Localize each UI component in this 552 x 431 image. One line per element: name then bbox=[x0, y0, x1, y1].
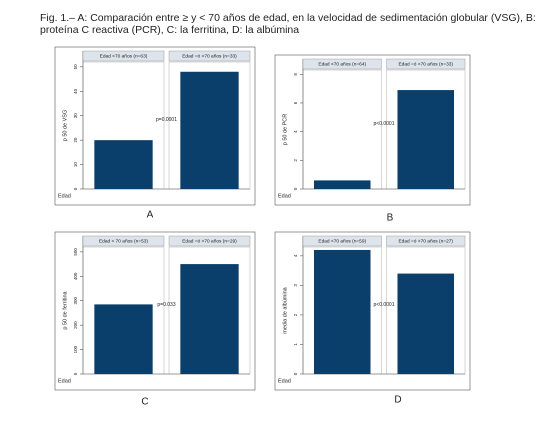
y-axis-title: p 50 de ferritina bbox=[62, 290, 68, 329]
y-axis-title: media de albúmina bbox=[282, 286, 288, 333]
y-tick-label: 0 bbox=[73, 372, 78, 375]
facet-header bbox=[168, 50, 251, 62]
y-tick-label: 50 bbox=[73, 64, 78, 70]
y-tick-label: 1 bbox=[293, 343, 298, 346]
panel-label: A bbox=[147, 210, 154, 221]
y-tick-label: 500 bbox=[73, 248, 78, 256]
y-tick-label: 8 bbox=[293, 73, 298, 76]
facet-header bbox=[386, 58, 466, 70]
y-tick-label: 4 bbox=[293, 130, 298, 133]
facet-label: Edad <70 años (n=64) bbox=[318, 61, 366, 67]
panel-label: B bbox=[387, 213, 394, 224]
y-tick-label: 4 bbox=[293, 254, 298, 257]
facet-header bbox=[168, 235, 251, 247]
facet-label: Edad =ó >70 años (n=33) bbox=[182, 53, 237, 59]
bar bbox=[94, 140, 153, 189]
y-tick-label: 3 bbox=[293, 284, 298, 287]
y-tick-label: 6 bbox=[293, 101, 298, 104]
y-tick-label: 200 bbox=[73, 321, 78, 329]
bar bbox=[180, 71, 239, 189]
y-tick-label: 2 bbox=[293, 159, 298, 162]
annotation: p<0.0001 bbox=[374, 121, 395, 127]
y-tick-label: 300 bbox=[73, 296, 78, 304]
y-tick-label: 2 bbox=[293, 313, 298, 316]
panel-label: D bbox=[394, 395, 401, 406]
facet-header bbox=[386, 235, 466, 247]
facet-label: Edad <70 años (n=59) bbox=[318, 238, 366, 244]
y-tick-label: 40 bbox=[73, 88, 78, 94]
y-tick-label: 0 bbox=[293, 187, 298, 190]
facet-header bbox=[82, 50, 165, 62]
y-axis-title: p 50 de PCR bbox=[282, 114, 288, 146]
bar bbox=[313, 249, 371, 374]
y-tick-label: 10 bbox=[73, 162, 78, 168]
y-axis-title: p 50 de VSG bbox=[62, 110, 68, 142]
facet-label: Edad < 70 años (n=53) bbox=[99, 238, 148, 244]
facet-label: Edad =ó >70 años (n=29) bbox=[182, 238, 237, 244]
annotation: p<0.0001 bbox=[374, 302, 395, 308]
facet-label: Edad =ó >70 años (n=27) bbox=[398, 238, 453, 244]
y-tick-label: 20 bbox=[73, 137, 78, 143]
facet-label: Edad =ó >70 años (n=33) bbox=[398, 61, 453, 67]
bar bbox=[180, 264, 239, 374]
bar bbox=[397, 273, 455, 374]
y-tick-label: 100 bbox=[73, 345, 78, 353]
annotation: p=0.0001 bbox=[156, 117, 177, 123]
annotation: p=0.033 bbox=[157, 302, 175, 308]
bar bbox=[397, 90, 455, 189]
y-tick-label: 400 bbox=[73, 272, 78, 280]
facet-header bbox=[302, 235, 382, 247]
x-axis-title: Edad bbox=[58, 193, 71, 199]
y-tick-label: 30 bbox=[73, 113, 78, 119]
x-axis-title: Edad bbox=[278, 378, 291, 384]
facet-header bbox=[302, 58, 382, 70]
bar bbox=[313, 180, 371, 189]
panel-label: C bbox=[141, 397, 148, 408]
facet-header bbox=[82, 235, 165, 247]
x-axis-title: Edad bbox=[58, 378, 71, 384]
facet-label: Edad <70 años (n=63) bbox=[100, 53, 148, 59]
figure-caption: Fig. 1.– A: Comparación entre ≥ y < 70 a… bbox=[40, 12, 536, 36]
y-tick-label: 0 bbox=[293, 372, 298, 375]
y-tick-label: 0 bbox=[73, 187, 78, 190]
x-axis-title: Edad bbox=[278, 193, 291, 199]
bar bbox=[94, 304, 153, 374]
